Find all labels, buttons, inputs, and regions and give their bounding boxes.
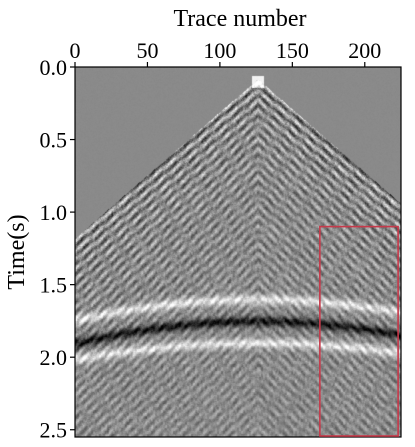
y-axis-label: Time(s) — [4, 214, 30, 289]
y-tick-label: 0.0 — [40, 55, 68, 80]
y-axis-ticks: 0.0 0.5 1.0 1.5 2.0 2.5 — [40, 55, 75, 443]
x-axis-ticks: 0 50 100 150 200 — [70, 38, 381, 67]
x-axis-label: Trace number — [173, 6, 306, 32]
x-tick-label: 0 — [70, 38, 81, 63]
x-tick-label: 150 — [276, 38, 309, 63]
seismic-gather-image — [75, 67, 401, 437]
y-tick-label: 0.5 — [40, 128, 68, 153]
y-tick-label: 2.0 — [40, 345, 68, 370]
y-tick-label: 1.0 — [40, 200, 68, 225]
plot-frame — [74, 66, 402, 438]
x-tick-label: 200 — [348, 38, 381, 63]
y-tick-label: 2.5 — [40, 418, 68, 443]
highlight-box — [319, 225, 399, 437]
x-tick-label: 100 — [203, 38, 236, 63]
x-tick-label: 50 — [136, 38, 158, 63]
y-tick-label: 1.5 — [40, 273, 68, 298]
